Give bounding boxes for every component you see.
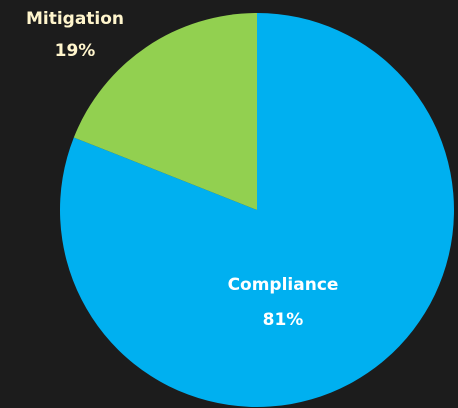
slice-value-label: 81%: [263, 310, 304, 330]
slice-label: Mitigation: [26, 9, 124, 29]
slice-value-label: 19%: [55, 41, 96, 61]
pie-slice: [73, 13, 257, 210]
slice-label: Compliance: [228, 275, 339, 295]
pie-slice: [60, 13, 455, 408]
